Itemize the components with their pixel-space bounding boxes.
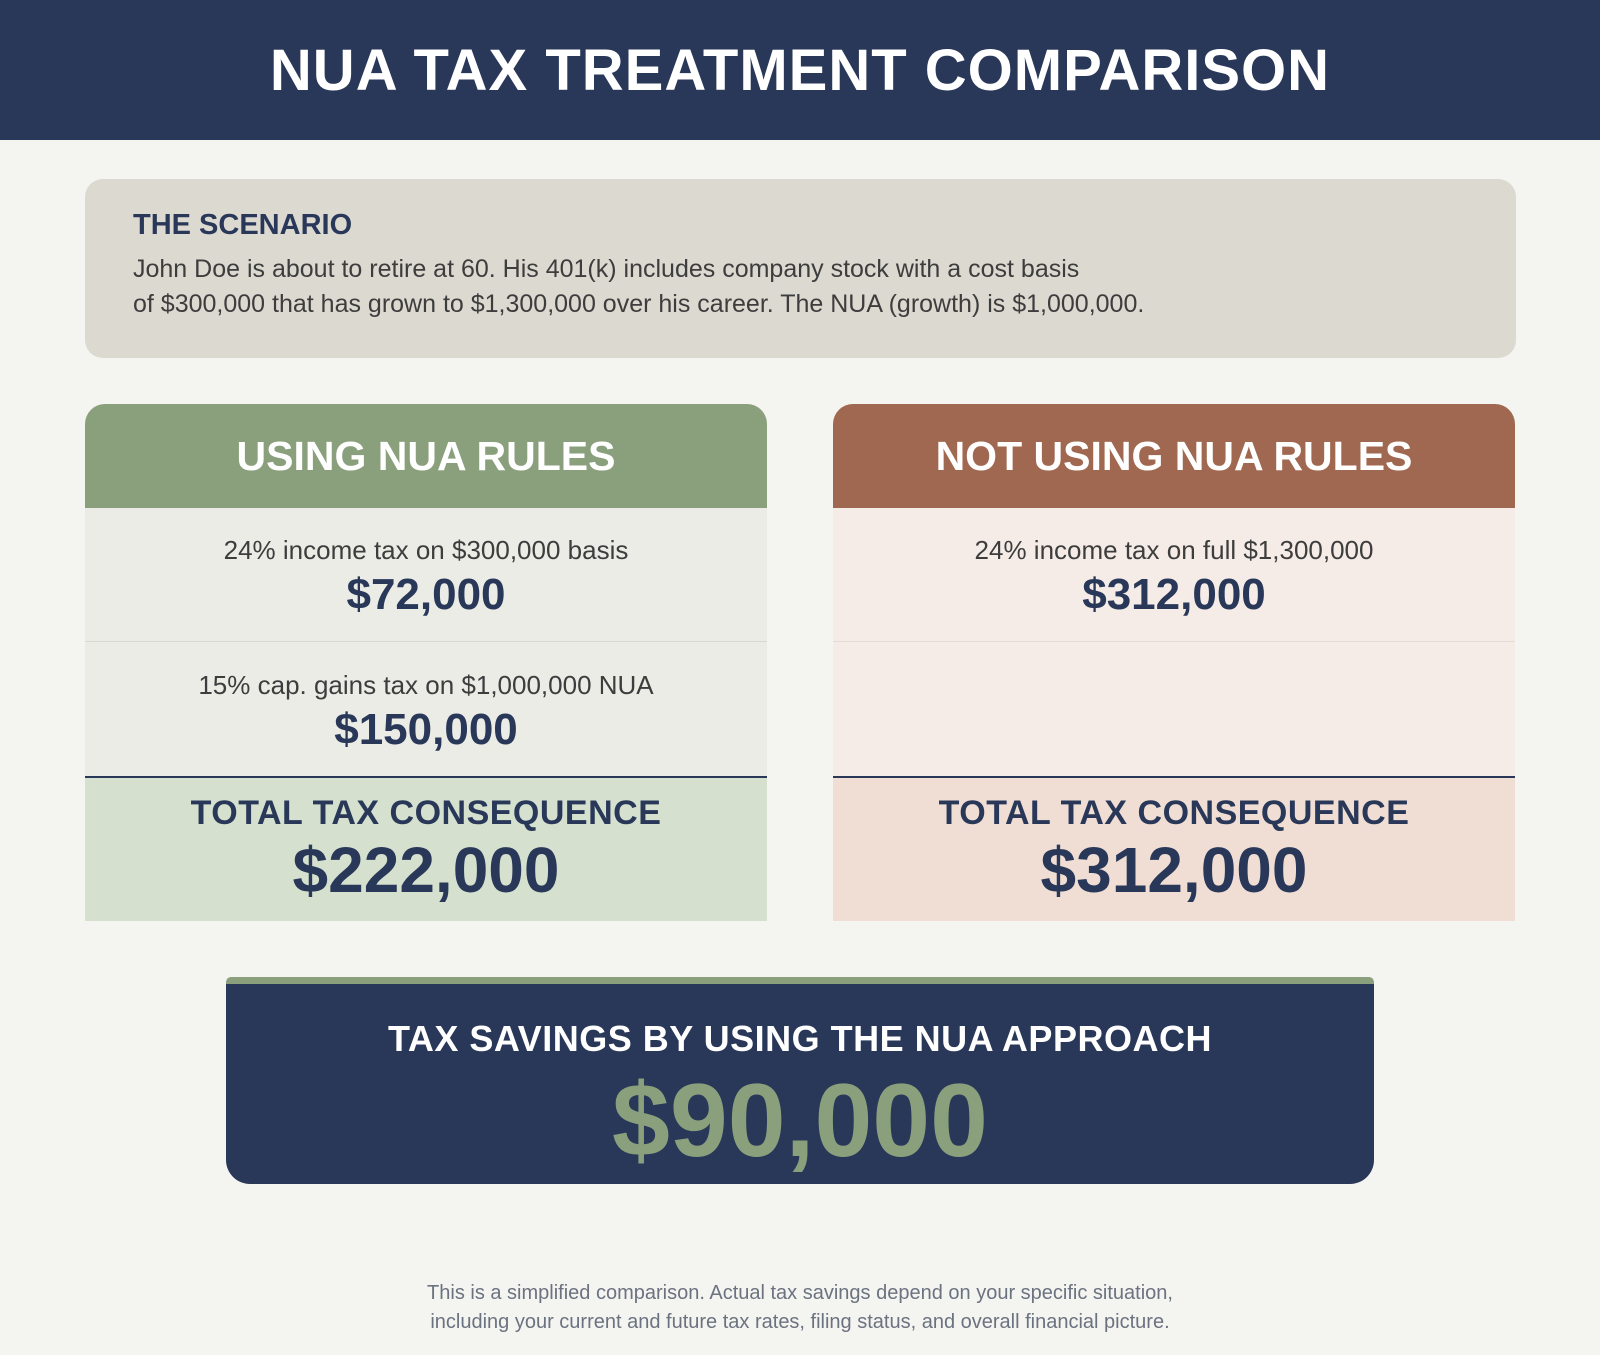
savings-amount: $90,000 [612, 1063, 988, 1179]
scenario-text-line-2: of $300,000 that has grown to $1,300,000… [133, 290, 1145, 318]
page-title: NUA TAX TREATMENT COMPARISON [269, 37, 1331, 103]
savings-label: TAX SAVINGS BY USING THE NUA APPROACH [388, 1018, 1212, 1059]
footer-disclaimer: This is a simplified comparison. Actual … [0, 1279, 1600, 1337]
page-header: NUA TAX TREATMENT COMPARISON [0, 0, 1600, 140]
row-description: 15% cap. gains tax on $1,000,000 NUA [198, 669, 654, 700]
not-using-nua-column: NOT USING NUA RULES 24% income tax on fu… [833, 404, 1515, 921]
total-amount: $312,000 [1040, 834, 1308, 906]
not-using-nua-title: NOT USING NUA RULES [833, 404, 1515, 508]
using-nua-title: USING NUA RULES [85, 404, 767, 508]
not-using-nua-empty-row [833, 642, 1515, 776]
row-description: 24% income tax on $300,000 basis [223, 535, 629, 565]
total-label: TOTAL TAX CONSEQUENCE [190, 794, 662, 832]
using-nua-cap-gains-row: 15% cap. gains tax on $1,000,000 NUA $15… [85, 642, 767, 776]
footer-line-2: including your current and future tax ra… [430, 1311, 1170, 1333]
row-description: 24% income tax on full $1,300,000 [974, 535, 1374, 565]
scenario-text-line-1: John Doe is about to retire at 60. His 4… [133, 255, 1080, 283]
using-nua-column: USING NUA RULES 24% income tax on $300,0… [85, 404, 767, 921]
savings-panel: TAX SAVINGS BY USING THE NUA APPROACH $9… [226, 984, 1374, 1184]
total-amount: $222,000 [292, 834, 560, 906]
total-label: TOTAL TAX CONSEQUENCE [938, 794, 1410, 832]
not-using-nua-total: TOTAL TAX CONSEQUENCE $312,000 [833, 776, 1515, 921]
footer-line-1: This is a simplified comparison. Actual … [427, 1282, 1173, 1304]
scenario-panel: THE SCENARIO John Doe is about to retire… [85, 179, 1516, 358]
using-nua-total: TOTAL TAX CONSEQUENCE $222,000 [85, 776, 767, 921]
row-amount: $72,000 [346, 570, 506, 619]
savings-accent-bar [226, 977, 1374, 987]
not-using-nua-income-tax-row: 24% income tax on full $1,300,000 $312,0… [833, 508, 1515, 642]
row-amount: $150,000 [334, 704, 518, 754]
row-amount: $312,000 [1082, 570, 1266, 619]
using-nua-income-tax-row: 24% income tax on $300,000 basis $72,000 [85, 508, 767, 642]
scenario-title: THE SCENARIO [133, 209, 353, 241]
